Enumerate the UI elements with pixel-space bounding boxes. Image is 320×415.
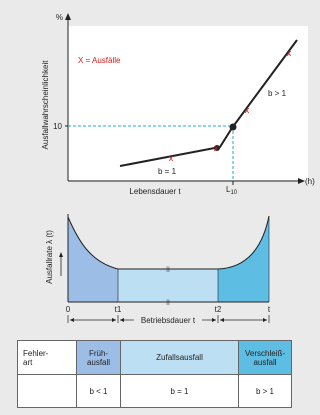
table-b-row: b < 1 b = 1 b > 1 [17,374,292,408]
l10-main: L [226,185,231,194]
label-b-eq-1: b = 1 [158,167,177,176]
tick-0: 0 [66,305,71,314]
wear-out-region [218,216,269,302]
table-header-row: Fehler- art Früh- ausfall Zufallsausfall… [17,340,292,375]
label-b-gt-1: b > 1 [268,89,287,98]
failure-mark: x [169,153,174,163]
y-axis-arrow [65,13,71,20]
weibull-line [119,39,298,167]
l10-label: L10 [226,185,238,196]
cell-fehlerart: Fehler- art [17,340,77,375]
curve-break-mark: ⊣⊢ [161,265,175,274]
legend-text: X = Ausfälle [78,56,121,65]
cell-empty [17,374,77,408]
duration-label: Betriebsdauer t [141,316,196,325]
cell-early: Früh- ausfall [76,340,121,375]
bathtub-y-title: Ausfallrate λ (t) [45,230,54,284]
l10-sub: 10 [230,190,237,196]
failure-markers: x x x x [169,48,292,163]
x-axis-title: Lebensdauer t [129,187,181,196]
failure-mark: x [245,105,250,115]
cell-b-wear: b > 1 [238,374,292,408]
tick-t2: t2 [215,305,222,314]
x-unit: (h) [305,177,315,186]
y-axis-title: Ausfallwahrscheinlichkeit [41,60,50,150]
failure-type-table: Fehler- art Früh- ausfall Zufallsausfall… [17,340,292,408]
inflection-point-low [214,145,220,151]
random-failure-region [118,269,218,302]
bathtub-y-arrowhead [59,252,63,257]
duration-spans [67,315,270,323]
span-arrowheads [70,318,267,322]
tick-t1: t1 [115,305,122,314]
failure-mark: x [287,48,292,58]
cell-wear: Verschleiß- ausfall [238,340,292,375]
x-axis-arrow [298,178,305,184]
cell-b-random: b = 1 [120,374,239,408]
tick-t: t [268,305,271,314]
failure-mark: x [214,143,219,153]
cell-random: Zufallsausfall [120,340,239,375]
l10-point [229,123,237,131]
y-tick-10: 10 [53,122,62,131]
cell-b-early: b < 1 [76,374,121,408]
early-failure-region [68,217,118,302]
y-unit: % [56,13,63,22]
top-chart-area [68,26,308,180]
